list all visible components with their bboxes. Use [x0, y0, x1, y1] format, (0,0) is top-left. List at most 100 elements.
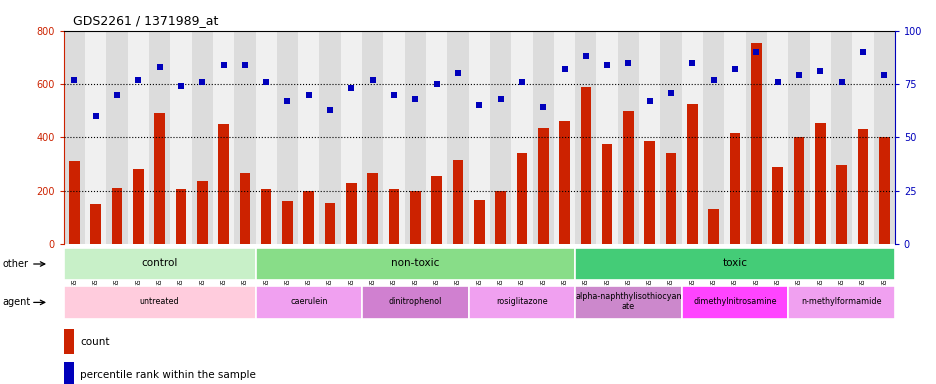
Bar	[516, 153, 527, 244]
Bar	[474, 200, 484, 244]
Bar	[345, 182, 357, 244]
Bar	[787, 31, 809, 244]
Point	[641, 98, 656, 104]
Bar	[149, 31, 170, 244]
Point	[599, 62, 614, 68]
Point	[216, 62, 231, 68]
Point	[407, 96, 422, 102]
Bar	[325, 202, 335, 244]
Point	[556, 66, 571, 72]
Point	[280, 98, 295, 104]
Bar	[446, 31, 468, 244]
Bar	[452, 160, 462, 244]
Bar	[596, 31, 617, 244]
Bar	[256, 248, 575, 280]
Bar	[240, 173, 250, 244]
Bar	[532, 31, 553, 244]
Bar	[771, 167, 782, 244]
Bar	[319, 31, 341, 244]
Bar	[361, 286, 468, 319]
Bar	[644, 141, 654, 244]
Point	[684, 60, 699, 66]
Point	[706, 77, 721, 83]
Bar	[191, 31, 212, 244]
Point	[66, 77, 81, 83]
Bar	[553, 31, 575, 244]
Bar	[303, 190, 314, 244]
Bar	[878, 137, 888, 244]
Point	[173, 83, 188, 89]
Point	[152, 64, 167, 70]
Bar	[431, 176, 442, 244]
Text: percentile rank within the sample: percentile rank within the sample	[80, 370, 256, 380]
Bar	[256, 31, 276, 244]
Bar	[495, 190, 505, 244]
Point	[450, 70, 465, 76]
Point	[492, 96, 507, 102]
Point	[663, 89, 678, 96]
Bar	[617, 31, 638, 244]
Bar	[154, 113, 165, 244]
Text: n-methylformamide: n-methylformamide	[800, 297, 881, 306]
Bar	[638, 31, 660, 244]
Bar	[341, 31, 361, 244]
Point	[535, 104, 550, 111]
Point	[748, 49, 763, 55]
Bar	[511, 31, 532, 244]
Bar	[218, 124, 228, 244]
Bar	[64, 362, 74, 384]
Point	[322, 106, 337, 113]
Point	[471, 102, 486, 108]
Bar	[729, 133, 739, 244]
Text: dimethylnitrosamine: dimethylnitrosamine	[693, 297, 776, 306]
Point	[876, 73, 891, 79]
Bar	[490, 31, 511, 244]
Bar	[410, 190, 420, 244]
Bar	[361, 31, 383, 244]
Point	[769, 79, 784, 85]
Bar	[175, 189, 186, 244]
Text: control: control	[141, 258, 178, 268]
Bar	[276, 31, 298, 244]
Bar	[468, 31, 490, 244]
Point	[344, 85, 358, 91]
Bar	[702, 31, 724, 244]
Point	[855, 49, 870, 55]
Bar	[404, 31, 426, 244]
Bar	[298, 31, 319, 244]
Bar	[388, 189, 399, 244]
Bar	[750, 43, 761, 244]
Bar	[575, 31, 596, 244]
Bar	[660, 31, 681, 244]
Bar	[708, 209, 718, 244]
Point	[131, 77, 146, 83]
Bar	[580, 87, 591, 244]
Point	[301, 91, 316, 98]
Bar	[170, 31, 191, 244]
Bar	[69, 161, 80, 244]
Bar	[830, 31, 852, 244]
Bar	[256, 286, 361, 319]
Bar	[212, 31, 234, 244]
Bar	[234, 31, 256, 244]
Bar	[575, 248, 894, 280]
Bar	[856, 129, 868, 244]
Bar	[724, 31, 745, 244]
Bar	[106, 31, 127, 244]
Bar	[686, 104, 697, 244]
Text: GDS2261 / 1371989_at: GDS2261 / 1371989_at	[73, 14, 218, 27]
Point	[726, 66, 741, 72]
Bar	[537, 128, 548, 244]
Bar	[426, 31, 446, 244]
Bar	[383, 31, 404, 244]
Bar	[133, 169, 143, 244]
Bar	[787, 286, 894, 319]
Bar	[64, 31, 85, 244]
Bar	[468, 286, 575, 319]
Bar	[767, 31, 787, 244]
Text: untreated: untreated	[139, 297, 179, 306]
Text: count: count	[80, 337, 110, 347]
Bar	[90, 204, 101, 244]
Text: other: other	[3, 259, 28, 269]
Point	[429, 81, 444, 87]
